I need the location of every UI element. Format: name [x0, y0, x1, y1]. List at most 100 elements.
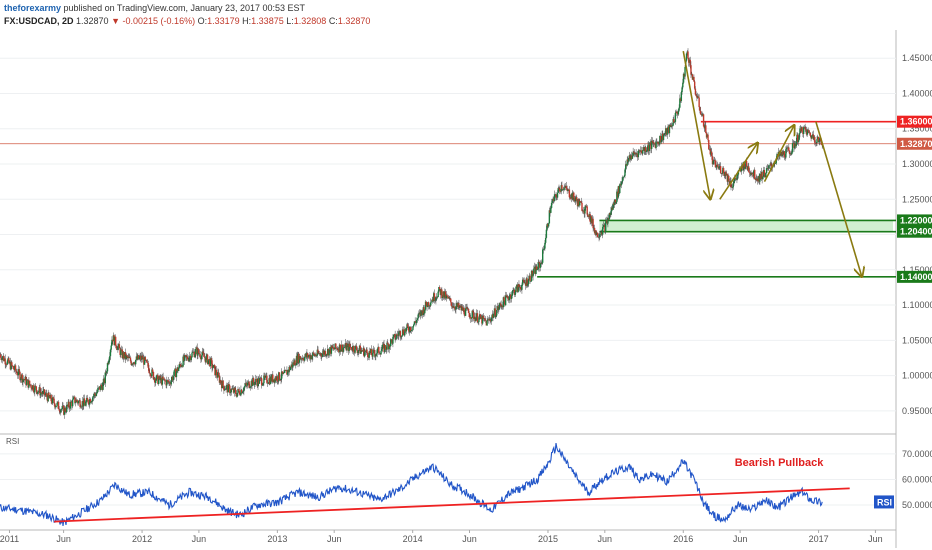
candle-body: [318, 353, 321, 355]
candle-body: [56, 402, 58, 407]
candle-body: [247, 381, 250, 383]
candle-body: [557, 187, 559, 193]
candle-body: [495, 315, 497, 317]
candle-body: [455, 305, 457, 310]
candle-body: [68, 407, 71, 409]
candle-body: [746, 166, 749, 170]
candle-body: [541, 262, 543, 264]
candle-body: [249, 387, 251, 389]
candle-body: [213, 364, 215, 366]
candle-body: [467, 308, 470, 313]
candle-body: [322, 350, 324, 354]
candle-body: [146, 360, 148, 363]
candle-body: [96, 391, 98, 394]
candle-body: [490, 320, 492, 322]
candle-body: [676, 111, 678, 114]
candle-body: [384, 345, 387, 350]
candle-body: [722, 167, 725, 174]
candle-body: [572, 192, 574, 200]
candle-body: [344, 343, 347, 348]
candle-body: [1, 357, 3, 361]
candle-body: [477, 321, 479, 323]
candle-body: [664, 133, 666, 135]
candle-body: [819, 138, 821, 141]
candle-body: [19, 372, 21, 380]
candle-body: [308, 354, 310, 357]
candle-body: [236, 393, 238, 397]
candle-body: [688, 59, 691, 63]
candle-body: [733, 181, 735, 184]
candle-body: [209, 358, 212, 367]
candle-body: [755, 178, 757, 180]
candle-body: [353, 351, 356, 353]
candle-body: [206, 354, 209, 365]
candle-body: [570, 193, 573, 199]
candle-body: [507, 298, 510, 301]
candle-body: [503, 297, 505, 302]
candle-body: [27, 379, 29, 388]
candle-body: [248, 381, 250, 388]
candle-body: [601, 232, 603, 235]
candle-body: [54, 406, 57, 408]
candle-body: [301, 358, 303, 360]
candle-body: [566, 188, 568, 191]
candle-body: [780, 151, 783, 156]
candle-body: [166, 379, 168, 386]
candle-body: [630, 155, 633, 159]
candle-body: [137, 355, 140, 360]
candle-body: [146, 362, 149, 364]
candle-body: [375, 353, 378, 355]
candle-body: [802, 132, 804, 135]
candle-body: [2, 355, 4, 358]
candle-body: [347, 343, 349, 346]
candle-body: [579, 201, 582, 202]
candle-body: [600, 232, 602, 235]
candle-body: [592, 218, 594, 229]
candle-body: [576, 197, 578, 201]
candle-body: [551, 201, 554, 203]
candle-body: [314, 354, 316, 356]
candle-body: [596, 232, 599, 238]
candle-body: [604, 224, 606, 232]
candle-body: [511, 290, 513, 296]
price-tick-label: 0.95000: [902, 406, 932, 416]
candle-body: [339, 344, 341, 352]
candle-body: [288, 367, 290, 373]
candle-body: [567, 189, 570, 191]
candle-body: [418, 312, 421, 314]
candle-body: [410, 326, 412, 331]
candle-body: [46, 393, 48, 397]
candle-body: [348, 343, 350, 352]
candle-body: [568, 189, 571, 198]
candle-body: [388, 344, 390, 350]
candle-body: [699, 110, 702, 115]
candle-body: [435, 297, 437, 301]
candle-body: [432, 299, 434, 302]
candle-body: [58, 409, 61, 411]
low-label: L:: [286, 16, 294, 26]
candle-body: [218, 375, 221, 383]
candle-body: [135, 356, 138, 360]
down-triangle-icon: ▼: [111, 16, 121, 26]
candle-body: [764, 174, 766, 178]
candle-body: [272, 379, 275, 382]
candle-body: [596, 232, 598, 236]
candle-body: [588, 214, 591, 218]
candle-body: [527, 278, 530, 284]
author-link[interactable]: theforexarmy: [4, 3, 62, 13]
candle-body: [490, 317, 493, 322]
candle-body: [645, 150, 648, 152]
candle-body: [499, 303, 502, 305]
candle-body: [51, 397, 54, 404]
candle-body: [427, 302, 430, 307]
candle-body: [43, 389, 46, 396]
candle-body: [469, 317, 471, 318]
candle-body: [139, 355, 141, 358]
candle-body: [710, 151, 712, 155]
candle-body: [617, 186, 620, 198]
candle-body: [160, 377, 163, 385]
candle-body: [607, 218, 610, 220]
candle-body: [558, 187, 560, 189]
candle-body: [181, 365, 184, 367]
